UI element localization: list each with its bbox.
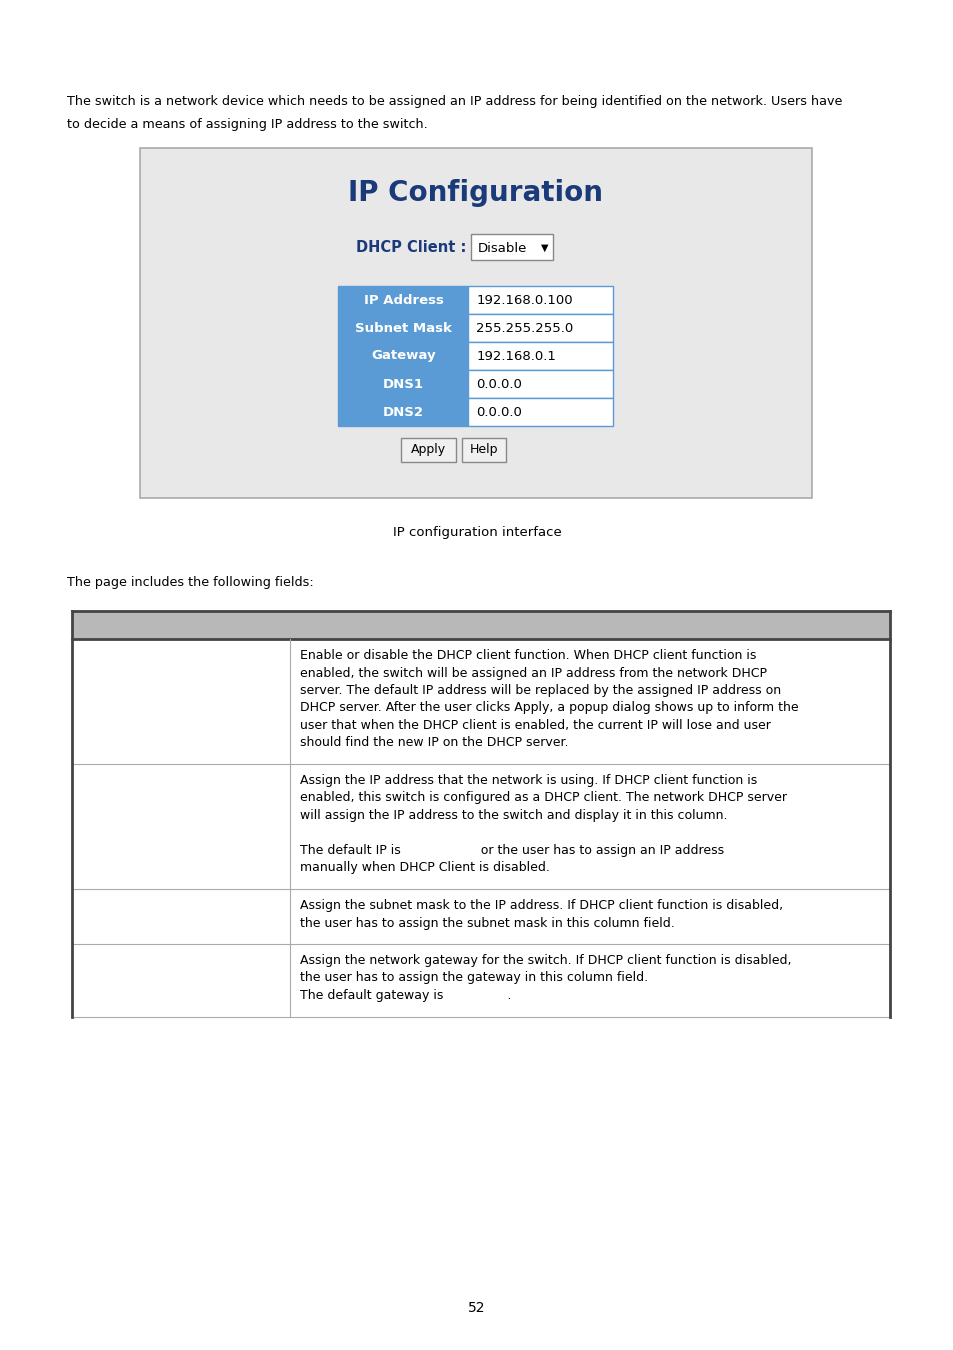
Bar bbox=[468, 286, 613, 315]
Text: server. The default IP address will be replaced by the assigned IP address on: server. The default IP address will be r… bbox=[299, 684, 781, 697]
Text: Subnet Mask: Subnet Mask bbox=[355, 321, 452, 335]
Text: Enable or disable the DHCP client function. When DHCP client function is: Enable or disable the DHCP client functi… bbox=[299, 649, 756, 662]
Bar bbox=[400, 437, 456, 462]
Text: to decide a means of assigning IP address to the switch.: to decide a means of assigning IP addres… bbox=[67, 117, 427, 131]
Text: The page includes the following fields:: The page includes the following fields: bbox=[67, 576, 314, 589]
Bar bbox=[468, 370, 613, 398]
Text: Help: Help bbox=[469, 444, 497, 456]
Text: The switch is a network device which needs to be assigned an IP address for bein: The switch is a network device which nee… bbox=[67, 95, 841, 108]
Text: The default IP is                    or the user has to assign an IP address: The default IP is or the user has to ass… bbox=[299, 844, 723, 857]
Bar bbox=[71, 639, 889, 764]
Text: Apply: Apply bbox=[411, 444, 446, 456]
Bar bbox=[468, 342, 613, 370]
Text: Assign the IP address that the network is using. If DHCP client function is: Assign the IP address that the network i… bbox=[299, 774, 757, 787]
Text: DHCP server. After the user clicks Apply, a popup dialog shows up to inform the: DHCP server. After the user clicks Apply… bbox=[299, 702, 798, 714]
Text: Assign the network gateway for the switch. If DHCP client function is disabled,: Assign the network gateway for the switc… bbox=[299, 954, 791, 967]
Bar bbox=[338, 286, 468, 315]
Text: Disable: Disable bbox=[477, 242, 527, 255]
Text: ▼: ▼ bbox=[540, 243, 548, 252]
Text: The default gateway is                .: The default gateway is . bbox=[299, 990, 511, 1002]
Text: IP Configuration: IP Configuration bbox=[348, 180, 603, 207]
Text: the user has to assign the subnet mask in this column field.: the user has to assign the subnet mask i… bbox=[299, 917, 674, 930]
Bar bbox=[71, 890, 889, 944]
Text: enabled, this switch is configured as a DHCP client. The network DHCP server: enabled, this switch is configured as a … bbox=[299, 791, 786, 805]
Bar bbox=[338, 315, 468, 342]
Text: enabled, the switch will be assigned an IP address from the network DHCP: enabled, the switch will be assigned an … bbox=[299, 667, 766, 679]
Bar bbox=[338, 370, 468, 398]
Bar bbox=[71, 764, 889, 890]
Text: will assign the IP address to the switch and display it in this column.: will assign the IP address to the switch… bbox=[299, 809, 727, 822]
Text: user that when the DHCP client is enabled, the current IP will lose and user: user that when the DHCP client is enable… bbox=[299, 720, 770, 732]
Bar bbox=[461, 437, 505, 462]
Text: Assign the subnet mask to the IP address. If DHCP client function is disabled,: Assign the subnet mask to the IP address… bbox=[299, 899, 782, 913]
Bar bbox=[468, 315, 613, 342]
Text: DNS2: DNS2 bbox=[382, 405, 423, 418]
Text: the user has to assign the gateway in this column field.: the user has to assign the gateway in th… bbox=[299, 972, 647, 984]
Bar bbox=[338, 398, 468, 427]
Text: Gateway: Gateway bbox=[371, 350, 436, 363]
Bar bbox=[468, 398, 613, 427]
Bar bbox=[71, 612, 889, 639]
Text: 52: 52 bbox=[468, 1301, 485, 1315]
Text: DHCP Client :: DHCP Client : bbox=[355, 240, 465, 255]
Text: 192.168.0.1: 192.168.0.1 bbox=[476, 350, 556, 363]
Text: DNS1: DNS1 bbox=[382, 378, 423, 390]
Text: IP Address: IP Address bbox=[363, 293, 443, 306]
Text: 255.255.255.0: 255.255.255.0 bbox=[476, 321, 573, 335]
Text: 0.0.0.0: 0.0.0.0 bbox=[476, 405, 522, 418]
Text: IP configuration interface: IP configuration interface bbox=[393, 526, 560, 539]
Bar bbox=[71, 944, 889, 1017]
Bar bbox=[140, 148, 811, 498]
Bar bbox=[338, 342, 468, 370]
Text: manually when DHCP Client is disabled.: manually when DHCP Client is disabled. bbox=[299, 861, 549, 875]
Bar bbox=[471, 234, 553, 261]
Text: 192.168.0.100: 192.168.0.100 bbox=[476, 293, 573, 306]
Text: should find the new IP on the DHCP server.: should find the new IP on the DHCP serve… bbox=[299, 737, 568, 749]
Text: 0.0.0.0: 0.0.0.0 bbox=[476, 378, 522, 390]
